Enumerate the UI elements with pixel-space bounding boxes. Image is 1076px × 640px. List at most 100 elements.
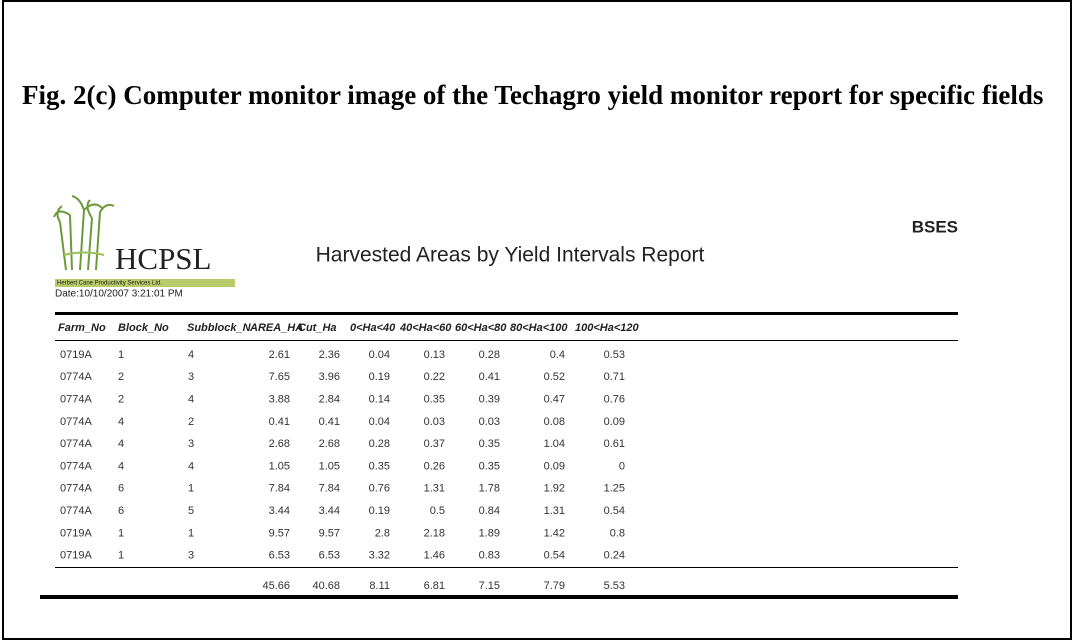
table-cell: 6.53 (319, 550, 340, 562)
table-cell: 7.84 (269, 483, 290, 495)
table-cell: 0.09 (604, 416, 625, 428)
table-cell: 0.28 (479, 349, 500, 361)
total-cell: 7.15 (479, 580, 500, 592)
table-cell: 2.68 (319, 438, 340, 450)
report-date: Date:10/10/2007 3:21:01 PM (55, 289, 183, 300)
table-cell: 1.05 (319, 460, 340, 472)
table-cell: 0.04 (369, 416, 390, 428)
table-cell: 1.05 (269, 460, 290, 472)
table-cell: 1.89 (479, 527, 500, 539)
table-cell: 0719A (60, 550, 92, 562)
table-cell: 3 (188, 371, 194, 383)
table-cell: 0.14 (369, 394, 390, 406)
table-cell: 4 (188, 394, 194, 406)
total-cell: 7.79 (544, 580, 565, 592)
table-cell: 2.8 (375, 527, 390, 539)
table-cell: 0774A (60, 371, 92, 383)
table-cell: 2 (188, 416, 194, 428)
table-cell: 6 (118, 505, 124, 517)
table-cell: 0.35 (369, 460, 390, 472)
totals-rule (55, 567, 958, 568)
column-header: Block_No (118, 322, 169, 334)
table-cell: 0.41 (269, 416, 290, 428)
logo-plant (53, 195, 115, 271)
organization: BSES (912, 217, 958, 236)
column-header: 100<Ha<120 (575, 322, 639, 334)
total-cell: 6.81 (424, 580, 445, 592)
table-cell: 0.04 (369, 349, 390, 361)
table-cell: 4 (188, 460, 194, 472)
table-cell: 0 (619, 460, 625, 472)
table-cell: 0.28 (369, 438, 390, 450)
table-cell: 0774A (60, 460, 92, 472)
table-cell: 2.18 (424, 527, 445, 539)
table-cell: 0719A (60, 349, 92, 361)
column-header: Subblock_N (187, 322, 252, 334)
table-cell: 0.26 (424, 460, 445, 472)
header-rule (55, 340, 958, 341)
table-cell: 9.57 (319, 527, 340, 539)
table-cell: 1 (188, 483, 194, 495)
table-cell: 0.8 (610, 527, 625, 539)
table-cell: 0.22 (424, 371, 445, 383)
table-cell: 5 (188, 505, 194, 517)
table-cell: 3 (188, 550, 194, 562)
table-bottom-rule (40, 595, 958, 599)
column-header: 40<Ha<60 (399, 322, 452, 334)
table-cell: 7.65 (269, 371, 290, 383)
table-cell: 1.31 (424, 483, 445, 495)
table-cell: 0.39 (479, 394, 500, 406)
table-cell: 4 (118, 438, 124, 450)
table-cell: 1.92 (544, 483, 565, 495)
column-header: 0<Ha<40 (350, 322, 396, 334)
total-cell: 45.66 (262, 580, 290, 592)
table-cell: 2.68 (269, 438, 290, 450)
table-cell: 0774A (60, 416, 92, 428)
table-cell: 1.31 (544, 505, 565, 517)
table-cell: 0.54 (544, 550, 565, 562)
report: HCPSL Herbert Cane Productivity Services… (40, 195, 958, 599)
table-cell: 2 (118, 371, 124, 383)
table-cell: 4 (188, 349, 194, 361)
figure-title: Fig. 2(c) Computer monitor image of the … (22, 80, 1044, 110)
column-header: 80<Ha<100 (510, 322, 568, 334)
table-cell: 1.46 (424, 550, 445, 562)
table-cell: 0.35 (424, 394, 445, 406)
table-cell: 7.84 (319, 483, 340, 495)
table-cell: 3.96 (319, 371, 340, 383)
table-cell: 1 (188, 527, 194, 539)
table-cell: 6.53 (269, 550, 290, 562)
table-cell: 0.83 (479, 550, 500, 562)
table-cell: 0.24 (604, 550, 625, 562)
table-cell: 0.61 (604, 438, 625, 450)
table-cell: 3.44 (319, 505, 340, 517)
table-cell: 1 (118, 349, 124, 361)
table-cell: 0.53 (604, 349, 625, 361)
table-cell: 3 (188, 438, 194, 450)
table-cell: 0774A (60, 438, 92, 450)
table-cell: 6 (118, 483, 124, 495)
table-cell: 0719A (60, 527, 92, 539)
table-cell: 0.41 (319, 416, 340, 428)
table-cell: 0.52 (544, 371, 565, 383)
column-header: 60<Ha<80 (455, 322, 507, 334)
table-cell: 1 (118, 527, 124, 539)
logo-text: HCPSL (115, 241, 211, 276)
total-cell: 5.53 (604, 580, 625, 592)
column-header: AREA_HA (249, 322, 303, 334)
table-cell: 1 (118, 550, 124, 562)
table-cell: 2 (118, 394, 124, 406)
table-cell: 0.03 (424, 416, 445, 428)
table-cell: 0.35 (479, 438, 500, 450)
table-cell: 2.84 (319, 394, 340, 406)
table-cell: 0.35 (479, 460, 500, 472)
table-cell: 1.42 (544, 527, 565, 539)
table-cell: 4 (118, 460, 124, 472)
logo-subtitle: Herbert Cane Productivity Services Ltd. (57, 281, 162, 287)
table-cell: 2.36 (319, 349, 340, 361)
table-cell: 1.04 (544, 438, 565, 450)
table-cell: 0.5 (430, 505, 445, 517)
table-cell: 0774A (60, 394, 92, 406)
table-cell: 0.08 (544, 416, 565, 428)
